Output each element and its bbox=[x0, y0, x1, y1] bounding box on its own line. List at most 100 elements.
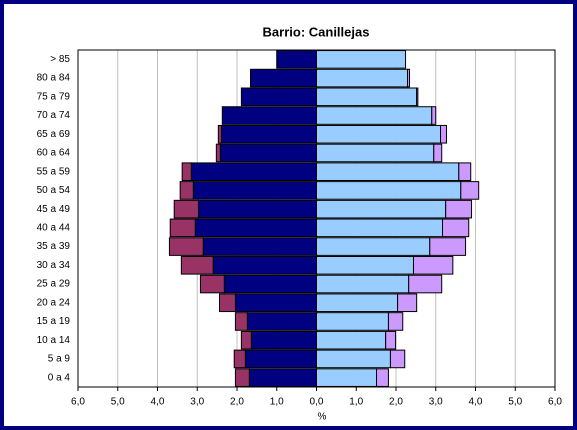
x-tick-label: 4,0 bbox=[151, 397, 165, 408]
y-tick-label: 75 a 79 bbox=[37, 91, 71, 102]
bar bbox=[169, 218, 196, 238]
y-tick-label: 35 a 39 bbox=[37, 241, 71, 252]
y-tick-label: 55 a 59 bbox=[37, 166, 71, 177]
chart-title: Barrio: Canillejas bbox=[263, 24, 370, 39]
bar bbox=[199, 274, 225, 294]
y-tick-label: 25 a 29 bbox=[37, 279, 71, 290]
x-tick-label: 6,0 bbox=[548, 397, 562, 408]
bar bbox=[219, 143, 317, 163]
bar bbox=[179, 181, 194, 200]
bar bbox=[316, 124, 442, 144]
bar bbox=[234, 312, 248, 331]
bar bbox=[316, 368, 378, 387]
y-tick-label: 50 a 54 bbox=[37, 185, 71, 196]
bar bbox=[385, 330, 397, 350]
bar bbox=[316, 237, 431, 256]
bar bbox=[316, 87, 418, 107]
bar bbox=[433, 143, 443, 163]
bar bbox=[442, 218, 470, 238]
bar bbox=[316, 50, 407, 69]
bar bbox=[234, 368, 250, 387]
y-tick-label: 45 a 49 bbox=[37, 204, 71, 215]
bar bbox=[197, 199, 318, 219]
bar bbox=[240, 87, 317, 107]
x-tick-label: 5,0 bbox=[508, 397, 522, 408]
x-tick-label: 1,0 bbox=[349, 397, 363, 408]
x-tick-label: 1,0 bbox=[270, 397, 284, 408]
bar bbox=[460, 181, 480, 200]
bar bbox=[316, 330, 387, 350]
x-tick-label: 0,0 bbox=[310, 397, 324, 408]
bar bbox=[412, 256, 454, 275]
y-tick-label: 20 a 24 bbox=[37, 297, 71, 308]
x-tick-label: 6,0 bbox=[71, 397, 85, 408]
bar bbox=[316, 312, 389, 331]
bar bbox=[233, 349, 246, 369]
bar bbox=[316, 181, 462, 200]
bar bbox=[250, 68, 317, 88]
bar bbox=[316, 274, 410, 294]
bar bbox=[316, 349, 391, 369]
bar bbox=[244, 349, 317, 369]
y-tick-label: 60 a 64 bbox=[37, 148, 71, 159]
bar bbox=[397, 293, 418, 313]
bar bbox=[173, 199, 199, 219]
bar bbox=[221, 106, 317, 125]
bar bbox=[240, 330, 252, 350]
bar bbox=[217, 124, 222, 144]
x-tick-label: 3,0 bbox=[429, 397, 443, 408]
bar bbox=[316, 293, 399, 313]
bar bbox=[202, 237, 317, 256]
y-tick-label: 40 a 44 bbox=[37, 223, 71, 234]
y-tick-label: 15 a 19 bbox=[37, 316, 71, 327]
x-axis-label: % bbox=[318, 412, 327, 423]
bar bbox=[246, 312, 318, 331]
bar bbox=[429, 237, 467, 256]
y-tick-label: 80 a 84 bbox=[37, 73, 71, 84]
bar bbox=[316, 106, 433, 125]
x-tick-label: 2,0 bbox=[230, 397, 244, 408]
bar bbox=[440, 124, 447, 144]
bar bbox=[407, 68, 411, 88]
bar bbox=[220, 124, 317, 144]
bar bbox=[316, 199, 447, 219]
y-tick-label: 30 a 34 bbox=[37, 260, 71, 271]
bar bbox=[223, 274, 317, 294]
bar bbox=[316, 256, 414, 275]
bar bbox=[445, 199, 473, 219]
bar bbox=[192, 181, 317, 200]
bar bbox=[190, 162, 318, 181]
y-tick-label: 0 a 4 bbox=[48, 372, 71, 383]
plot-border bbox=[77, 49, 556, 388]
bar bbox=[316, 143, 435, 163]
bar bbox=[276, 50, 317, 69]
y-tick-label: 70 a 74 bbox=[37, 110, 71, 121]
bar bbox=[219, 293, 236, 313]
bar bbox=[234, 293, 317, 313]
x-tick-label: 4,0 bbox=[469, 397, 483, 408]
bar bbox=[212, 256, 317, 275]
y-tick-label: 5 a 9 bbox=[48, 354, 71, 365]
bar bbox=[168, 237, 204, 256]
x-tick-label: 3,0 bbox=[190, 397, 204, 408]
bar bbox=[316, 218, 444, 238]
bar bbox=[316, 68, 409, 88]
bar bbox=[387, 312, 404, 331]
bar bbox=[180, 256, 214, 275]
bar bbox=[316, 162, 460, 181]
y-tick-label: 65 a 69 bbox=[37, 129, 71, 140]
bar bbox=[389, 349, 406, 369]
x-tick-label: 5,0 bbox=[111, 397, 125, 408]
bar bbox=[194, 218, 317, 238]
bar bbox=[376, 368, 389, 387]
bar bbox=[215, 143, 221, 163]
y-tick-label: > 85 bbox=[50, 54, 70, 65]
bar bbox=[431, 106, 437, 125]
bar bbox=[248, 368, 317, 387]
bar bbox=[408, 274, 443, 294]
bar bbox=[458, 162, 472, 181]
x-tick-label: 2,0 bbox=[389, 397, 403, 408]
bar bbox=[250, 330, 317, 350]
bar bbox=[181, 162, 192, 181]
